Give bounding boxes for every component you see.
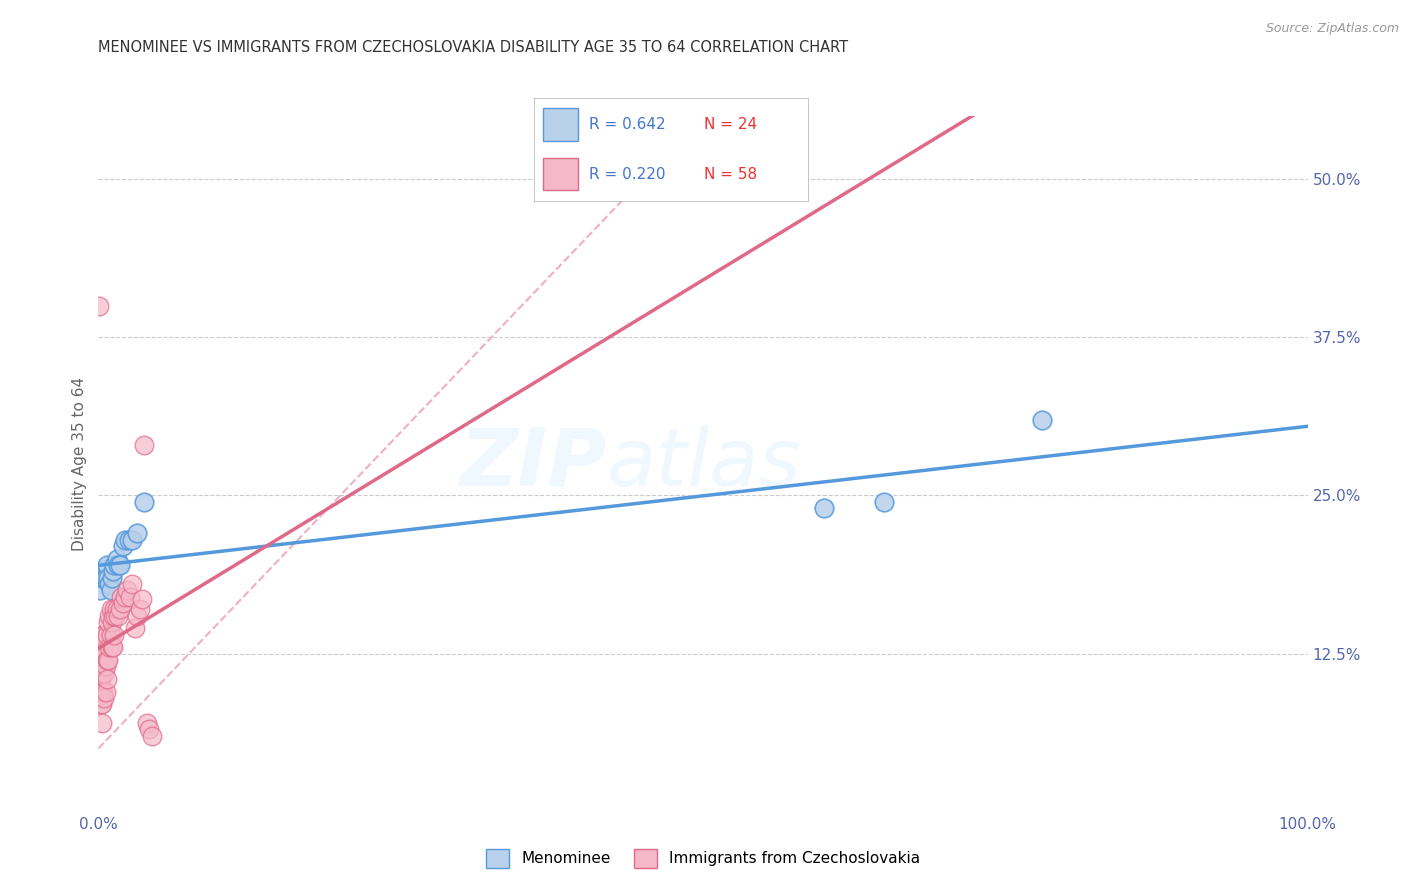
Point xyxy=(91,684,114,698)
Bar xyxy=(543,158,578,190)
Point xyxy=(98,608,121,623)
Point xyxy=(114,590,136,604)
Point xyxy=(111,596,134,610)
Point xyxy=(96,672,118,686)
Point xyxy=(1031,412,1053,426)
Point xyxy=(107,608,129,623)
Text: R = 0.642: R = 0.642 xyxy=(589,117,665,132)
Point xyxy=(89,690,111,705)
Point xyxy=(98,640,121,655)
Text: N = 24: N = 24 xyxy=(704,117,758,132)
Point xyxy=(98,577,121,591)
Point xyxy=(101,640,124,655)
Point xyxy=(90,653,112,667)
Point xyxy=(91,716,114,731)
Point xyxy=(135,716,157,731)
Text: ZIP: ZIP xyxy=(458,425,606,503)
Point xyxy=(91,627,114,641)
Point xyxy=(90,672,112,686)
Point xyxy=(141,729,163,743)
Point xyxy=(101,608,124,623)
Point xyxy=(96,627,118,641)
Point xyxy=(91,565,114,579)
Point xyxy=(127,608,149,623)
Point xyxy=(89,672,111,686)
Point xyxy=(93,627,115,641)
Point xyxy=(97,615,120,629)
Point xyxy=(121,577,143,591)
Legend: Menominee, Immigrants from Czechoslovakia: Menominee, Immigrants from Czechoslovaki… xyxy=(479,843,927,873)
Point xyxy=(873,495,896,509)
Point xyxy=(100,627,122,641)
Point xyxy=(93,665,115,680)
Point xyxy=(118,590,141,604)
Point xyxy=(124,621,146,635)
Point xyxy=(94,684,117,698)
Text: R = 0.220: R = 0.220 xyxy=(589,167,665,182)
Point xyxy=(114,533,136,547)
Point xyxy=(91,640,114,655)
Point xyxy=(96,653,118,667)
Point xyxy=(91,571,114,585)
Point xyxy=(101,565,124,579)
Point xyxy=(117,583,139,598)
Point xyxy=(94,634,117,648)
Point xyxy=(94,571,117,585)
Point xyxy=(108,602,131,616)
Text: MENOMINEE VS IMMIGRANTS FROM CZECHOSLOVAKIA DISABILITY AGE 35 TO 64 CORRELATION : MENOMINEE VS IMMIGRANTS FROM CZECHOSLOVA… xyxy=(98,40,849,55)
Bar xyxy=(543,108,578,141)
Point xyxy=(93,647,115,661)
Point xyxy=(127,526,149,541)
Text: atlas: atlas xyxy=(606,425,801,503)
Point xyxy=(89,659,111,673)
Point xyxy=(813,501,835,516)
Point xyxy=(100,602,122,616)
Point xyxy=(100,615,122,629)
Point xyxy=(91,659,114,673)
Point xyxy=(134,438,156,452)
Text: N = 58: N = 58 xyxy=(704,167,758,182)
Point xyxy=(105,551,128,566)
Point xyxy=(91,684,114,698)
Point xyxy=(89,583,111,598)
Point xyxy=(91,697,114,711)
Point xyxy=(94,659,117,673)
Point xyxy=(103,602,125,616)
Point xyxy=(97,653,120,667)
Point xyxy=(110,590,132,604)
Point xyxy=(104,608,127,623)
Point xyxy=(91,647,114,661)
Point xyxy=(89,647,111,661)
Y-axis label: Disability Age 35 to 64: Disability Age 35 to 64 xyxy=(72,376,87,551)
Point xyxy=(96,558,118,572)
Point xyxy=(131,592,153,607)
Point xyxy=(100,640,122,655)
Point xyxy=(97,571,120,585)
Point xyxy=(121,533,143,547)
Point xyxy=(103,558,125,572)
Point xyxy=(93,690,115,705)
Point xyxy=(100,583,122,598)
Point xyxy=(87,299,110,313)
Point xyxy=(105,602,128,616)
Point xyxy=(118,533,141,547)
Point xyxy=(93,571,115,585)
Point xyxy=(108,558,131,572)
Point xyxy=(134,495,156,509)
Point xyxy=(91,665,114,680)
Point xyxy=(111,539,134,553)
Point xyxy=(128,602,150,616)
Point xyxy=(90,697,112,711)
Point xyxy=(103,627,125,641)
Point xyxy=(107,558,129,572)
Point xyxy=(100,571,122,585)
Text: Source: ZipAtlas.com: Source: ZipAtlas.com xyxy=(1265,22,1399,36)
Point xyxy=(90,640,112,655)
Point xyxy=(138,723,160,737)
